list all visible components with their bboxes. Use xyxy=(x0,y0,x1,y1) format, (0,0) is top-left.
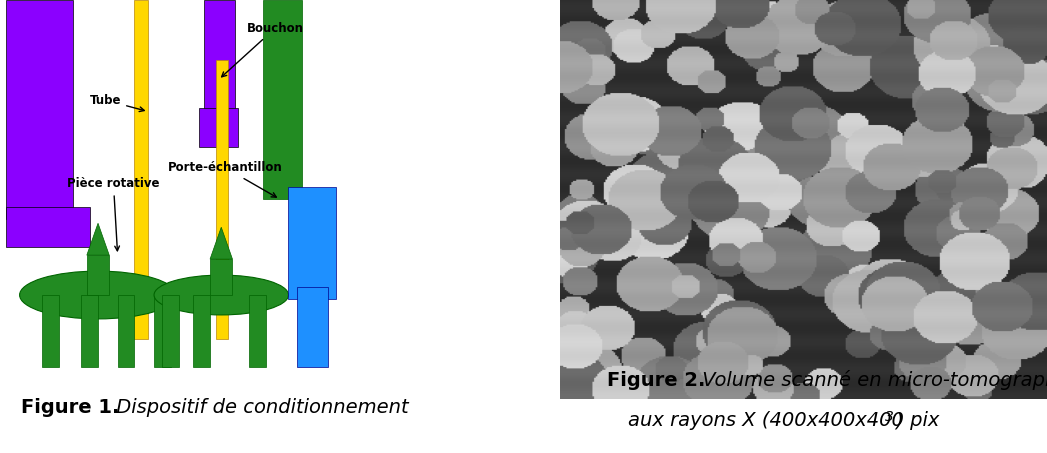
Ellipse shape xyxy=(154,275,289,315)
FancyBboxPatch shape xyxy=(263,0,303,199)
FancyBboxPatch shape xyxy=(82,295,98,367)
FancyBboxPatch shape xyxy=(134,0,149,339)
Ellipse shape xyxy=(20,271,177,319)
Text: Porte-échantillon: Porte-échantillon xyxy=(168,161,283,197)
FancyBboxPatch shape xyxy=(154,295,171,367)
FancyBboxPatch shape xyxy=(87,255,109,295)
Text: Dispositif de conditionnement: Dispositif de conditionnement xyxy=(110,398,408,417)
FancyBboxPatch shape xyxy=(249,295,266,367)
FancyBboxPatch shape xyxy=(204,0,236,120)
Text: Figure 1.: Figure 1. xyxy=(21,398,119,417)
FancyBboxPatch shape xyxy=(117,295,134,367)
Text: 3: 3 xyxy=(885,410,893,424)
Text: Pièce rotative: Pièce rotative xyxy=(67,178,160,251)
FancyBboxPatch shape xyxy=(162,295,179,367)
FancyBboxPatch shape xyxy=(289,188,336,299)
Text: Figure 2.: Figure 2. xyxy=(607,371,706,390)
FancyBboxPatch shape xyxy=(297,287,328,367)
FancyBboxPatch shape xyxy=(42,295,59,367)
Text: Volume scanné en micro-tomographie: Volume scanné en micro-tomographie xyxy=(696,370,1047,390)
Polygon shape xyxy=(87,223,109,255)
Polygon shape xyxy=(210,227,232,259)
FancyBboxPatch shape xyxy=(216,60,228,339)
Text: ): ) xyxy=(895,411,903,430)
Text: aux rayons X (400x400x400 pix: aux rayons X (400x400x400 pix xyxy=(628,411,939,430)
Text: Bouchon: Bouchon xyxy=(222,22,304,77)
FancyBboxPatch shape xyxy=(5,207,90,247)
Text: Tube: Tube xyxy=(90,94,144,111)
FancyBboxPatch shape xyxy=(194,295,210,367)
FancyBboxPatch shape xyxy=(199,108,238,148)
FancyBboxPatch shape xyxy=(5,0,73,219)
FancyBboxPatch shape xyxy=(210,259,232,295)
